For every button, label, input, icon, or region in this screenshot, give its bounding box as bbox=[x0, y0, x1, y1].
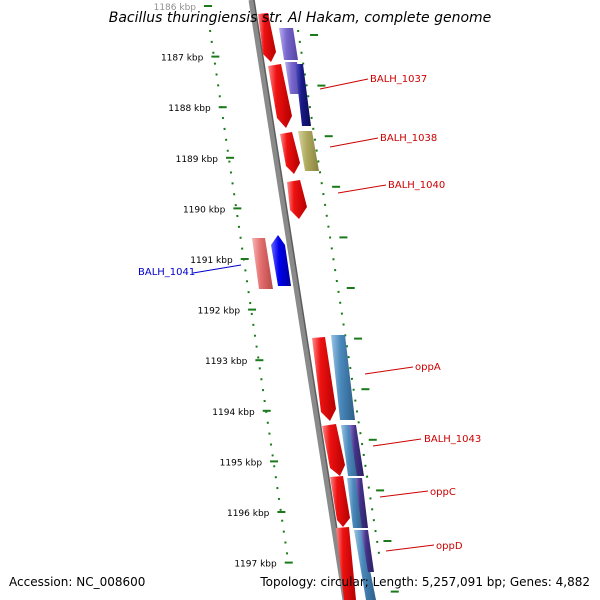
gene-cds-arrow bbox=[268, 64, 292, 128]
gene-label-balh-1037[interactable]: BALH_1037 bbox=[370, 74, 427, 85]
gene-label-balh-1040[interactable]: BALH_1040 bbox=[388, 180, 445, 191]
gene-cds-arrow bbox=[336, 527, 356, 600]
gene-label-balh-1038[interactable]: BALH_1038 bbox=[380, 133, 437, 144]
gene-cds-arrow bbox=[287, 180, 307, 219]
gene-cds-arrow bbox=[330, 476, 350, 527]
ruler-tick-label: 1188 kbp bbox=[168, 104, 211, 114]
gene-cds-block bbox=[354, 530, 376, 600]
gene-cds-block bbox=[331, 335, 355, 420]
gene-label-balh-1041[interactable]: BALH_1041 bbox=[138, 267, 195, 278]
gene-cds-block bbox=[347, 478, 363, 528]
ruler-tick-label: 1196 kbp bbox=[227, 509, 270, 519]
ruler-tick-label: 1190 kbp bbox=[183, 205, 226, 215]
ruler-tick-label: 1192 kbp bbox=[198, 307, 241, 317]
ruler-tick-label: 1187 kbp bbox=[161, 54, 204, 64]
gene-label-oppa[interactable]: oppA bbox=[415, 362, 441, 373]
gene-cds-arrow bbox=[271, 235, 291, 286]
gene-cds-arrow bbox=[258, 13, 276, 62]
gene-label-oppc[interactable]: oppC bbox=[430, 487, 456, 498]
ruler-tick-label: 1186 kbp bbox=[154, 3, 197, 13]
label-leader bbox=[372, 438, 422, 447]
map-title: Bacillus thuringiensis str. Al Hakam, co… bbox=[108, 10, 492, 26]
ruler-tick-label: 1189 kbp bbox=[176, 155, 219, 165]
label-leader bbox=[379, 490, 429, 498]
gene-cds-arrow bbox=[322, 424, 345, 476]
accession-text: Accession: NC_008600 bbox=[9, 575, 146, 589]
gene-cds-arrow bbox=[280, 132, 300, 174]
ruler-tick-label: 1194 kbp bbox=[212, 408, 255, 418]
gene-cds-block bbox=[252, 238, 273, 289]
gene-cds-block bbox=[355, 478, 368, 528]
ruler-tick-label: 1197 kbp bbox=[234, 560, 277, 570]
gene-label-balh-1043[interactable]: BALH_1043 bbox=[424, 434, 481, 445]
gene-cds-arrow bbox=[312, 337, 336, 421]
backbone-shadow bbox=[253, 0, 349, 600]
label-leader bbox=[319, 78, 369, 90]
gene-cds-block bbox=[298, 131, 319, 171]
ruler-tick-label: 1193 kbp bbox=[205, 357, 248, 367]
label-leader bbox=[329, 137, 379, 148]
inner-ruler bbox=[209, 29, 289, 561]
gene-cds-block bbox=[361, 530, 374, 572]
gene-label-oppd[interactable]: oppD bbox=[436, 541, 463, 552]
label-leader bbox=[385, 544, 435, 552]
genome-summary-text: Topology: circular; Length: 5,257,091 bp… bbox=[260, 575, 590, 589]
gene-cds-block bbox=[279, 28, 298, 60]
label-leader bbox=[364, 366, 414, 375]
genome-backbone bbox=[248, 0, 348, 600]
ruler-tick-label: 1195 kbp bbox=[220, 458, 263, 468]
ruler-tick-label: 1191 kbp bbox=[190, 256, 233, 266]
ruler-ticks: 1186 kbp 1187 kbp 1188 kbp 1189 kbp 1190 kbp… bbox=[154, 3, 399, 593]
label-leader bbox=[337, 184, 387, 194]
outer-ruler bbox=[297, 29, 381, 561]
gene-cds-block bbox=[295, 64, 311, 126]
gene-cds-block bbox=[349, 425, 364, 476]
label-leader bbox=[192, 264, 242, 274]
